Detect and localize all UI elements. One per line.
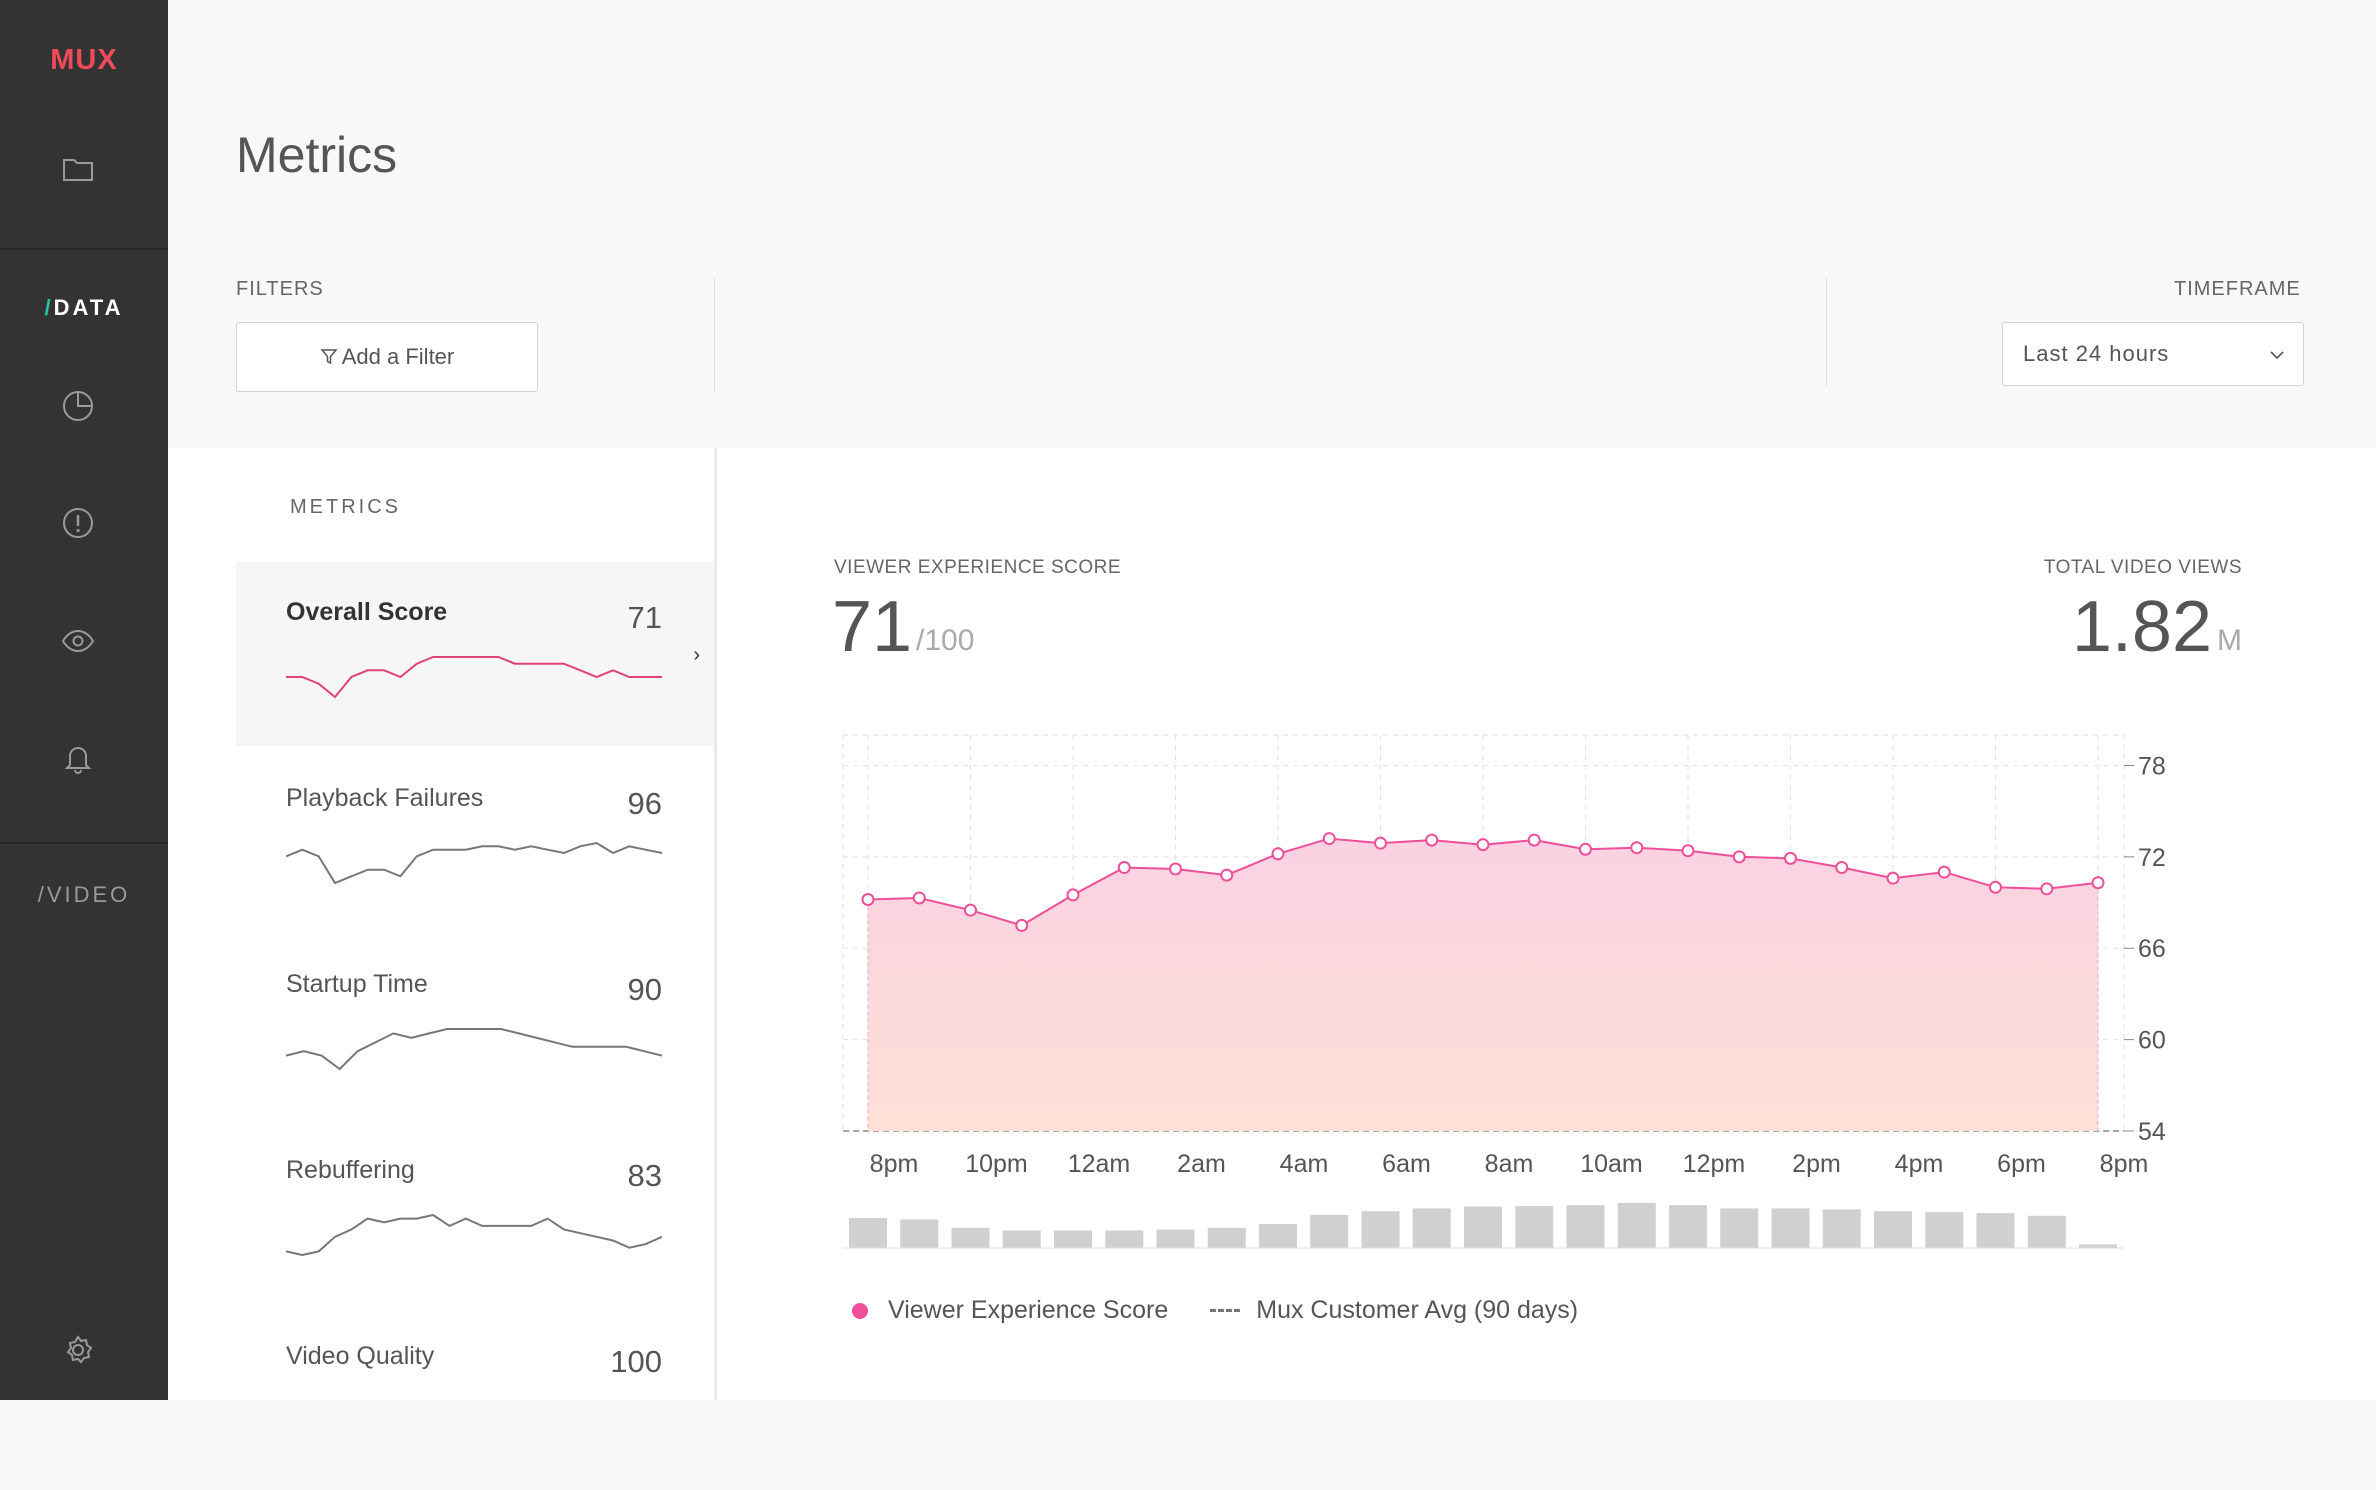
add-filter-label: Add a Filter bbox=[341, 344, 455, 369]
metrics-heading: METRICS bbox=[290, 496, 401, 518]
pie-chart-icon[interactable] bbox=[54, 382, 102, 430]
section-label: DATA bbox=[53, 295, 124, 320]
sidebar: MUX /DATA /VIDEO bbox=[0, 0, 168, 1400]
mux-logo[interactable]: MUX bbox=[50, 44, 118, 76]
sidebar-divider bbox=[0, 248, 168, 250]
metric-score: 96 bbox=[627, 786, 662, 821]
bell-icon[interactable] bbox=[54, 734, 102, 782]
metric-score: 83 bbox=[627, 1158, 662, 1193]
score-label: VIEWER EXPERIENCE SCORE bbox=[834, 557, 1122, 578]
sparkline-path bbox=[286, 841, 662, 885]
views-unit: M bbox=[2217, 624, 2242, 657]
metric-name: Playback Failures bbox=[286, 784, 484, 812]
views-value: 1.82 bbox=[2071, 587, 2212, 667]
legend-score-label: Viewer Experience Score bbox=[888, 1296, 1169, 1324]
timeframe-select[interactable]: Last 24 hours bbox=[2002, 322, 2304, 386]
filters-label: FILTERS bbox=[236, 278, 324, 300]
sparkline bbox=[286, 841, 662, 885]
metric-item-startup-time[interactable]: Startup Time 90 bbox=[236, 934, 714, 1118]
alert-icon[interactable] bbox=[54, 499, 102, 547]
section-label: VIDEO bbox=[46, 882, 131, 907]
sparkline-path bbox=[286, 656, 662, 699]
metric-item-rebuffering[interactable]: Rebuffering 83 bbox=[236, 1120, 714, 1304]
sidebar-section-data[interactable]: /DATA bbox=[0, 295, 168, 321]
sparkline bbox=[286, 656, 662, 699]
metric-name: Startup Time bbox=[286, 970, 428, 998]
views-label: TOTAL VIDEO VIEWS bbox=[2043, 557, 2242, 578]
metric-item-overall-score[interactable]: Overall Score 71 › bbox=[236, 562, 714, 746]
metric-name: Rebuffering bbox=[286, 1156, 415, 1184]
legend-dash-icon bbox=[1210, 1309, 1241, 1312]
metric-score: 100 bbox=[610, 1344, 662, 1379]
gear-icon[interactable] bbox=[54, 1326, 102, 1374]
sparkline bbox=[286, 1028, 662, 1071]
header-divider bbox=[714, 278, 715, 392]
metric-score: 90 bbox=[627, 972, 662, 1007]
timeframe-value: Last 24 hours bbox=[2023, 341, 2170, 366]
sparkline bbox=[286, 1213, 662, 1257]
sidebar-section-video[interactable]: /VIDEO bbox=[0, 882, 168, 908]
metric-item-video-quality[interactable]: Video Quality 100 bbox=[236, 1306, 714, 1490]
chevron-down-icon bbox=[2270, 351, 2284, 360]
sparkline-path bbox=[286, 1213, 662, 1257]
header-divider bbox=[1826, 278, 1827, 386]
score-value: 71 bbox=[832, 587, 913, 667]
section-slash: / bbox=[37, 882, 47, 907]
timeframe-label: TIMEFRAME bbox=[2174, 278, 2301, 300]
sparkline-path bbox=[286, 1028, 662, 1071]
chart-legend: Viewer Experience Score Mux Customer Avg… bbox=[852, 1296, 1578, 1325]
score-denominator: /100 bbox=[916, 624, 975, 657]
panel-divider bbox=[714, 448, 717, 1400]
sidebar-divider bbox=[0, 842, 168, 844]
section-slash: / bbox=[44, 295, 54, 320]
legend-dot-icon bbox=[852, 1302, 868, 1319]
chevron-right-icon: › bbox=[693, 644, 700, 666]
metric-item-playback-failures[interactable]: Playback Failures 96 bbox=[236, 748, 714, 932]
eye-icon[interactable] bbox=[54, 617, 102, 665]
folder-icon[interactable] bbox=[54, 146, 102, 194]
add-filter-button[interactable]: Add a Filter bbox=[236, 322, 538, 392]
filter-icon bbox=[320, 349, 338, 365]
metric-score: 71 bbox=[627, 600, 662, 635]
page-title: Metrics bbox=[236, 127, 398, 183]
metric-name: Video Quality bbox=[286, 1342, 435, 1370]
metric-name: Overall Score bbox=[286, 598, 448, 626]
legend-avg-label: Mux Customer Avg (90 days) bbox=[1256, 1296, 1579, 1324]
